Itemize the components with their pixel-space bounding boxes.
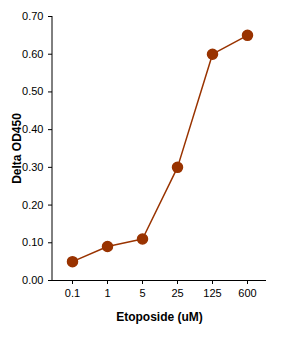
svg-text:125: 125 — [203, 287, 221, 299]
svg-text:0.10: 0.10 — [22, 236, 43, 248]
svg-text:25: 25 — [171, 287, 183, 299]
svg-text:0.00: 0.00 — [22, 274, 43, 286]
svg-text:Etoposide (uM): Etoposide (uM) — [116, 310, 203, 324]
svg-text:5: 5 — [139, 287, 145, 299]
svg-text:0.20: 0.20 — [22, 199, 43, 211]
svg-text:600: 600 — [238, 287, 256, 299]
svg-text:1: 1 — [104, 287, 110, 299]
svg-text:0.1: 0.1 — [65, 287, 80, 299]
svg-text:0.40: 0.40 — [22, 123, 43, 135]
svg-text:0.50: 0.50 — [22, 85, 43, 97]
svg-text:Delta OD450: Delta OD450 — [10, 113, 24, 184]
svg-text:0.70: 0.70 — [22, 10, 43, 22]
svg-text:0.60: 0.60 — [22, 48, 43, 60]
svg-text:0.30: 0.30 — [22, 161, 43, 173]
